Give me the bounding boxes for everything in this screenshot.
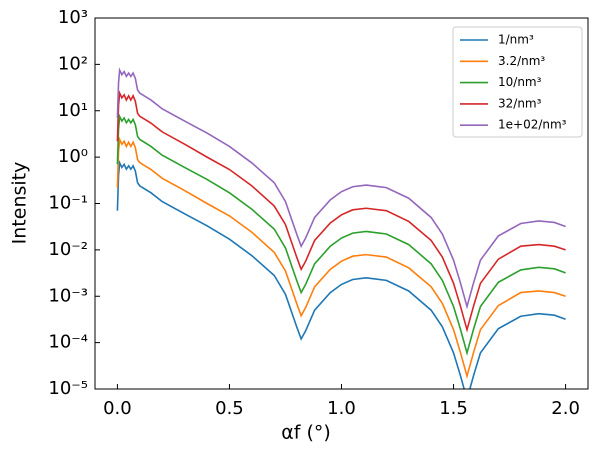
legend-label: 32/nm³	[498, 96, 542, 110]
x-tick-label: 0.5	[215, 398, 244, 419]
y-tick-label: 10⁻⁴	[48, 332, 88, 353]
legend-label: 1e+02/nm³	[498, 118, 567, 132]
y-tick-label: 10⁰	[58, 146, 88, 167]
legend-label: 1/nm³	[498, 33, 534, 47]
plot-lines	[116, 67, 566, 389]
legend-label: 3.2/nm³	[498, 54, 545, 68]
y-tick-label: 10³	[58, 7, 88, 28]
x-tick-label: 0.0	[103, 398, 132, 419]
y-tick-label: 10⁻¹	[48, 193, 88, 214]
x-tick-label: 2.0	[551, 398, 580, 419]
legend-label: 10/nm³	[498, 75, 542, 89]
y-axis-label: Intensity	[9, 162, 31, 245]
y-tick-label: 10²	[58, 53, 88, 74]
y-tick-label: 10⁻⁵	[48, 378, 88, 399]
legend-box	[452, 26, 583, 138]
y-tick-label: 10⁻²	[48, 239, 88, 260]
y-tick-label: 10⁻³	[48, 285, 88, 306]
x-tick-label: 1.5	[439, 398, 468, 419]
y-tick-label: 10¹	[58, 100, 88, 121]
series-line	[116, 90, 566, 333]
x-axis-label: αf (°)	[281, 422, 331, 444]
series-line	[116, 67, 566, 310]
series-line	[116, 136, 566, 380]
series-line	[116, 160, 566, 389]
x-tick-label: 1.0	[327, 398, 356, 419]
series-line	[116, 113, 566, 356]
